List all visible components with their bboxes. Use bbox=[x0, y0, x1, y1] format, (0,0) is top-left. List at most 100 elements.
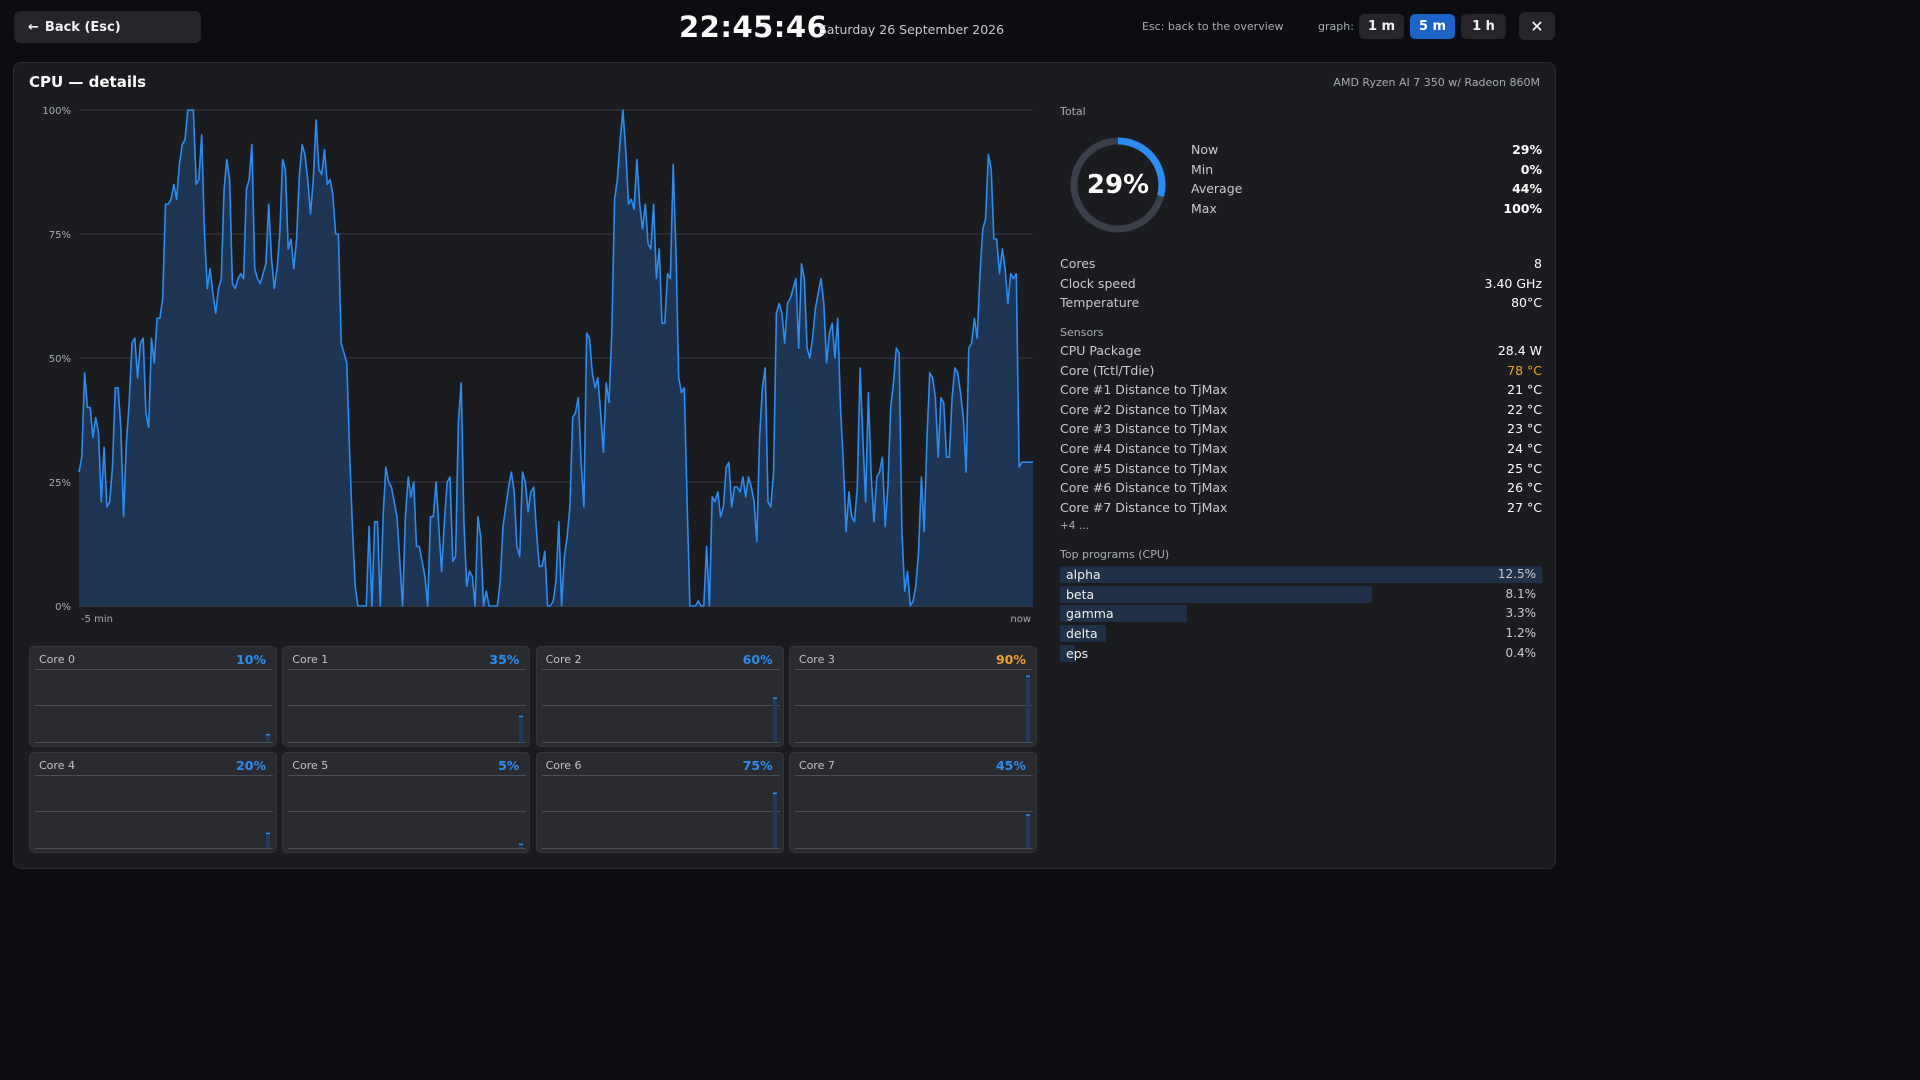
back-button[interactable]: ← Back (Esc) bbox=[14, 11, 201, 43]
range-1h-button[interactable]: 1 h bbox=[1461, 14, 1506, 39]
core-usage-value: 75% bbox=[742, 758, 773, 773]
core-usage-value: 90% bbox=[995, 652, 1026, 667]
info-row: Clock speed 3.40 GHz bbox=[1060, 276, 1542, 291]
cpu-usage-chart: 0% 25% 50% 75% 100% -5 min now bbox=[42, 106, 1033, 625]
stat-label: Max bbox=[1191, 201, 1217, 217]
core-usage-value: 10% bbox=[236, 652, 266, 667]
total-stat-row: Now 29% bbox=[1191, 142, 1542, 157]
range-1m-button[interactable]: 1 m bbox=[1359, 14, 1404, 39]
sensor-row: CPU Package 28.4 W bbox=[1060, 343, 1542, 358]
sensor-row: Core #4 Distance to TjMax 24 °C bbox=[1060, 441, 1542, 456]
program-cpu-value: 12.5% bbox=[1497, 567, 1536, 581]
program-row[interactable]: gamma 3.3% bbox=[1060, 605, 1542, 623]
close-button[interactable]: ✕ bbox=[1519, 12, 1555, 40]
sensors-more[interactable]: +4 ... bbox=[1060, 520, 1089, 532]
x-start-label: -5 min bbox=[81, 614, 113, 625]
core-card[interactable]: Core 7 45% bbox=[788, 752, 1037, 853]
core-sparkline bbox=[35, 775, 273, 849]
info-value: 8 bbox=[1534, 256, 1542, 271]
program-row[interactable]: eps 0.4% bbox=[1060, 644, 1542, 662]
sensor-label: Core #7 Distance to TjMax bbox=[1060, 499, 1228, 515]
core-card[interactable]: Core 1 35% bbox=[282, 646, 531, 747]
info-label: Clock speed bbox=[1060, 275, 1136, 291]
program-share-bar bbox=[1060, 566, 1542, 583]
info-label: Cores bbox=[1060, 256, 1096, 271]
core-card[interactable]: Core 2 60% bbox=[535, 646, 784, 747]
y-tick-label: 0% bbox=[55, 602, 71, 613]
core-usage-bar bbox=[772, 698, 777, 742]
core-card[interactable]: Core 0 10% bbox=[29, 646, 277, 747]
total-stat-row: Max 100% bbox=[1191, 201, 1542, 216]
program-row[interactable]: alpha 12.5% bbox=[1060, 566, 1542, 583]
core-card[interactable]: Core 4 20% bbox=[29, 752, 277, 853]
graph-range-label: graph: bbox=[1318, 20, 1354, 33]
arrow-left-icon: ← bbox=[28, 19, 39, 35]
core-usage-bar bbox=[519, 716, 524, 742]
stat-label: Average bbox=[1191, 181, 1243, 197]
core-card[interactable]: Core 3 90% bbox=[788, 646, 1037, 747]
core-sparkline bbox=[541, 669, 780, 743]
stat-value: 29% bbox=[1512, 142, 1542, 157]
program-row[interactable]: beta 8.1% bbox=[1060, 585, 1542, 603]
sensor-row: Core #2 Distance to TjMax 22 °C bbox=[1060, 402, 1542, 417]
sensor-label: CPU Package bbox=[1060, 343, 1142, 358]
core-usage-bar bbox=[519, 844, 524, 848]
program-cpu-value: 8.1% bbox=[1505, 586, 1537, 601]
total-stat-row: Min 0% bbox=[1191, 162, 1542, 177]
stat-label: Min bbox=[1191, 161, 1214, 177]
core-sparkline bbox=[35, 669, 273, 743]
info-value: 80°C bbox=[1511, 295, 1542, 311]
total-label: Total bbox=[1060, 105, 1086, 118]
sensor-label: Core #5 Distance to TjMax bbox=[1060, 460, 1228, 476]
usage-line bbox=[78, 109, 1033, 607]
sensor-label: Core (Tctl/Tdie) bbox=[1060, 362, 1155, 378]
core-name: Core 7 bbox=[798, 759, 835, 772]
core-usage-value: 60% bbox=[742, 652, 773, 667]
core-name: Core 4 bbox=[39, 759, 75, 772]
stat-value: 0% bbox=[1520, 161, 1542, 177]
core-usage-bar bbox=[1025, 676, 1030, 742]
info-value: 3.40 GHz bbox=[1484, 275, 1542, 291]
total-usage-value: 29% bbox=[1086, 170, 1150, 200]
stat-label: Now bbox=[1191, 142, 1219, 157]
usage-area bbox=[79, 110, 1033, 606]
total-stat-row: Average 44% bbox=[1191, 181, 1542, 196]
program-cpu-value: 0.4% bbox=[1505, 645, 1537, 660]
sensor-row: Core #3 Distance to TjMax 23 °C bbox=[1060, 421, 1542, 436]
core-card[interactable]: Core 6 75% bbox=[535, 752, 784, 853]
y-tick-label: 50% bbox=[49, 354, 71, 365]
sensor-value: 26 °C bbox=[1507, 480, 1542, 496]
core-name: Core 1 bbox=[292, 653, 329, 666]
core-usage-bar bbox=[1025, 815, 1030, 848]
total-usage-gauge: 29% bbox=[1066, 133, 1170, 237]
program-share-bar bbox=[1060, 585, 1373, 603]
sensor-row: Core #6 Distance to TjMax 26 °C bbox=[1060, 480, 1542, 495]
cpu-model: AMD Ryzen AI 7 350 w/ Radeon 860M bbox=[1333, 76, 1540, 89]
sensor-value: 21 °C bbox=[1507, 382, 1542, 398]
sensor-row: Core #7 Distance to TjMax 27 °C bbox=[1060, 500, 1542, 515]
back-button-label: Back (Esc) bbox=[44, 19, 121, 35]
core-sparkline bbox=[794, 669, 1033, 743]
core-name: Core 3 bbox=[798, 653, 835, 666]
sensor-label: Core #6 Distance to TjMax bbox=[1060, 480, 1228, 496]
sensor-value: 24 °C bbox=[1507, 441, 1542, 456]
sensor-value: 78 °C bbox=[1507, 362, 1542, 378]
keyboard-hint: Esc: back to the overview bbox=[1142, 20, 1284, 33]
program-row[interactable]: delta 1.2% bbox=[1060, 625, 1542, 643]
close-icon: ✕ bbox=[1530, 16, 1544, 36]
core-usage-bar bbox=[772, 793, 777, 848]
panel-title: CPU — details bbox=[29, 73, 147, 91]
y-tick-label: 25% bbox=[49, 478, 71, 489]
program-share-bar bbox=[1060, 644, 1076, 662]
core-sparkline bbox=[541, 775, 780, 849]
sensor-value: 22 °C bbox=[1507, 401, 1542, 417]
core-name: Core 0 bbox=[39, 653, 75, 666]
program-share-bar bbox=[1060, 605, 1188, 623]
core-card[interactable]: Core 5 5% bbox=[282, 752, 531, 853]
program-share-bar bbox=[1060, 625, 1107, 643]
y-tick-label: 100% bbox=[42, 106, 71, 117]
core-usage-value: 45% bbox=[995, 758, 1026, 773]
sensor-value: 28.4 W bbox=[1497, 343, 1542, 358]
core-usage-bar bbox=[266, 734, 270, 742]
range-5m-button[interactable]: 5 m bbox=[1410, 14, 1455, 39]
